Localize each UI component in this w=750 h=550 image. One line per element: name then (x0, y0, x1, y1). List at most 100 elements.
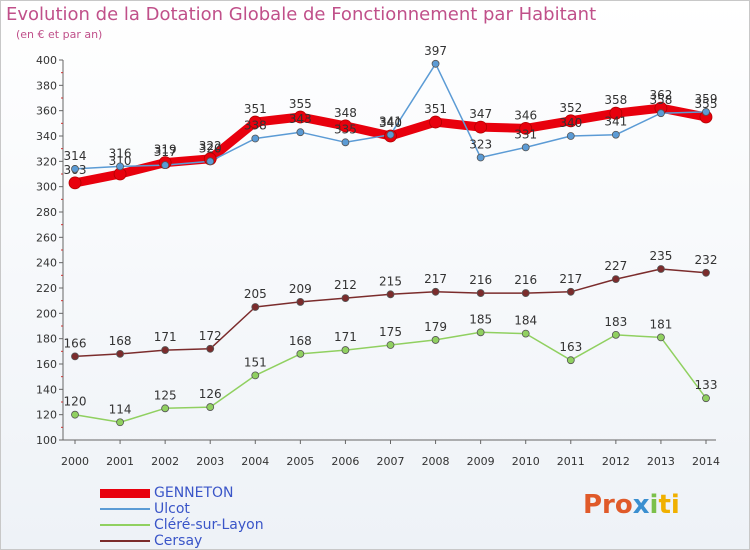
proxiti-logo: Proxiti (583, 490, 680, 520)
x-tick-label: 2011 (557, 455, 585, 468)
data-label: 227 (604, 259, 627, 273)
data-label: 343 (289, 112, 312, 126)
data-label: 179 (424, 320, 447, 334)
data-label: 114 (109, 402, 132, 416)
y-tick-label: 280 (36, 206, 57, 219)
data-label: 358 (649, 93, 672, 107)
data-label: 212 (334, 278, 357, 292)
data-point (386, 341, 395, 349)
data-label: 310 (109, 154, 132, 168)
y-tick-label: 240 (36, 257, 57, 270)
y-tick-label: 140 (36, 383, 57, 396)
data-point (702, 394, 710, 403)
data-label: 358 (604, 93, 627, 107)
y-tick-label: 300 (36, 181, 57, 194)
data-label: 331 (514, 127, 537, 141)
data-point (161, 346, 170, 354)
data-point (476, 328, 485, 337)
data-label: 184 (514, 314, 537, 328)
x-tick-label: 2014 (692, 455, 720, 468)
data-label: 314 (64, 149, 87, 163)
legend-swatch-cersay (100, 540, 150, 542)
y-tick-label: 340 (36, 130, 57, 143)
data-point (474, 120, 488, 134)
data-point (702, 108, 710, 116)
data-point (521, 143, 530, 152)
data-label: 175 (379, 325, 402, 339)
data-point (611, 130, 620, 139)
y-tick-label: 120 (36, 409, 57, 422)
data-label: 166 (64, 336, 87, 350)
data-point (251, 303, 260, 311)
data-label: 126 (199, 387, 222, 401)
y-tick-label: 360 (36, 105, 57, 118)
data-label: 319 (154, 143, 177, 157)
data-point (431, 336, 440, 344)
legend-label: Cersay (154, 533, 203, 549)
data-point (341, 138, 350, 147)
data-label: 232 (695, 253, 718, 267)
data-label: 151 (244, 355, 267, 369)
y-tick-label: 100 (36, 434, 57, 447)
data-label: 185 (469, 312, 492, 326)
data-point (293, 110, 307, 124)
data-label: 168 (289, 334, 312, 348)
y-tick-label: 400 (36, 54, 57, 67)
data-label: 183 (604, 315, 627, 329)
data-point (657, 109, 665, 118)
data-point (296, 128, 305, 137)
data-point (116, 162, 124, 171)
data-label: 340 (379, 116, 402, 130)
data-point (339, 119, 352, 133)
data-point (206, 344, 215, 353)
x-tick-label: 2010 (512, 455, 540, 468)
x-tick-label: 2006 (331, 455, 359, 468)
x-tick-label: 2008 (422, 455, 450, 468)
data-label: 217 (559, 272, 582, 286)
data-point (657, 333, 665, 342)
data-point (116, 418, 124, 427)
data-point (161, 161, 170, 170)
chart-subtitle: (en € et par an) (16, 28, 103, 41)
data-point (206, 403, 215, 411)
chart-title: Evolution de la Dotation Globale de Fonc… (6, 4, 597, 25)
data-label: 133 (695, 378, 718, 392)
data-label: 351 (424, 102, 447, 116)
data-label: 359 (695, 92, 718, 106)
data-point (431, 59, 440, 68)
x-tick-label: 2005 (286, 455, 314, 468)
data-label: 172 (199, 329, 222, 343)
data-point (702, 268, 710, 277)
data-point (386, 130, 395, 139)
data-point (251, 371, 260, 380)
data-point (386, 290, 395, 299)
data-label: 355 (289, 97, 312, 111)
data-point (296, 349, 305, 358)
data-point (429, 115, 442, 129)
legend-label: Cléré-sur-Layon (154, 517, 264, 533)
data-point (341, 346, 350, 354)
y-tick-label: 260 (36, 231, 57, 244)
data-point (71, 352, 79, 361)
data-point (206, 157, 215, 166)
data-label: 348 (334, 106, 357, 120)
data-point (116, 349, 124, 358)
data-point (476, 289, 485, 297)
data-label: 209 (289, 282, 312, 296)
data-point (519, 121, 533, 135)
x-tick-label: 2004 (241, 455, 269, 468)
x-tick-label: 2002 (151, 455, 179, 468)
data-label: 341 (379, 115, 402, 129)
data-label: 352 (559, 101, 582, 115)
y-tick-label: 200 (36, 307, 57, 320)
data-label: 322 (199, 139, 222, 153)
data-label: 362 (649, 88, 672, 102)
y-tick-label: 380 (36, 79, 57, 92)
data-label: 347 (469, 107, 492, 121)
legend-swatch-ulcot (100, 508, 150, 510)
data-label: 120 (64, 395, 87, 409)
x-tick-label: 2009 (467, 455, 495, 468)
data-label: 168 (109, 334, 132, 348)
data-point (521, 289, 530, 297)
x-tick-label: 2013 (647, 455, 675, 468)
